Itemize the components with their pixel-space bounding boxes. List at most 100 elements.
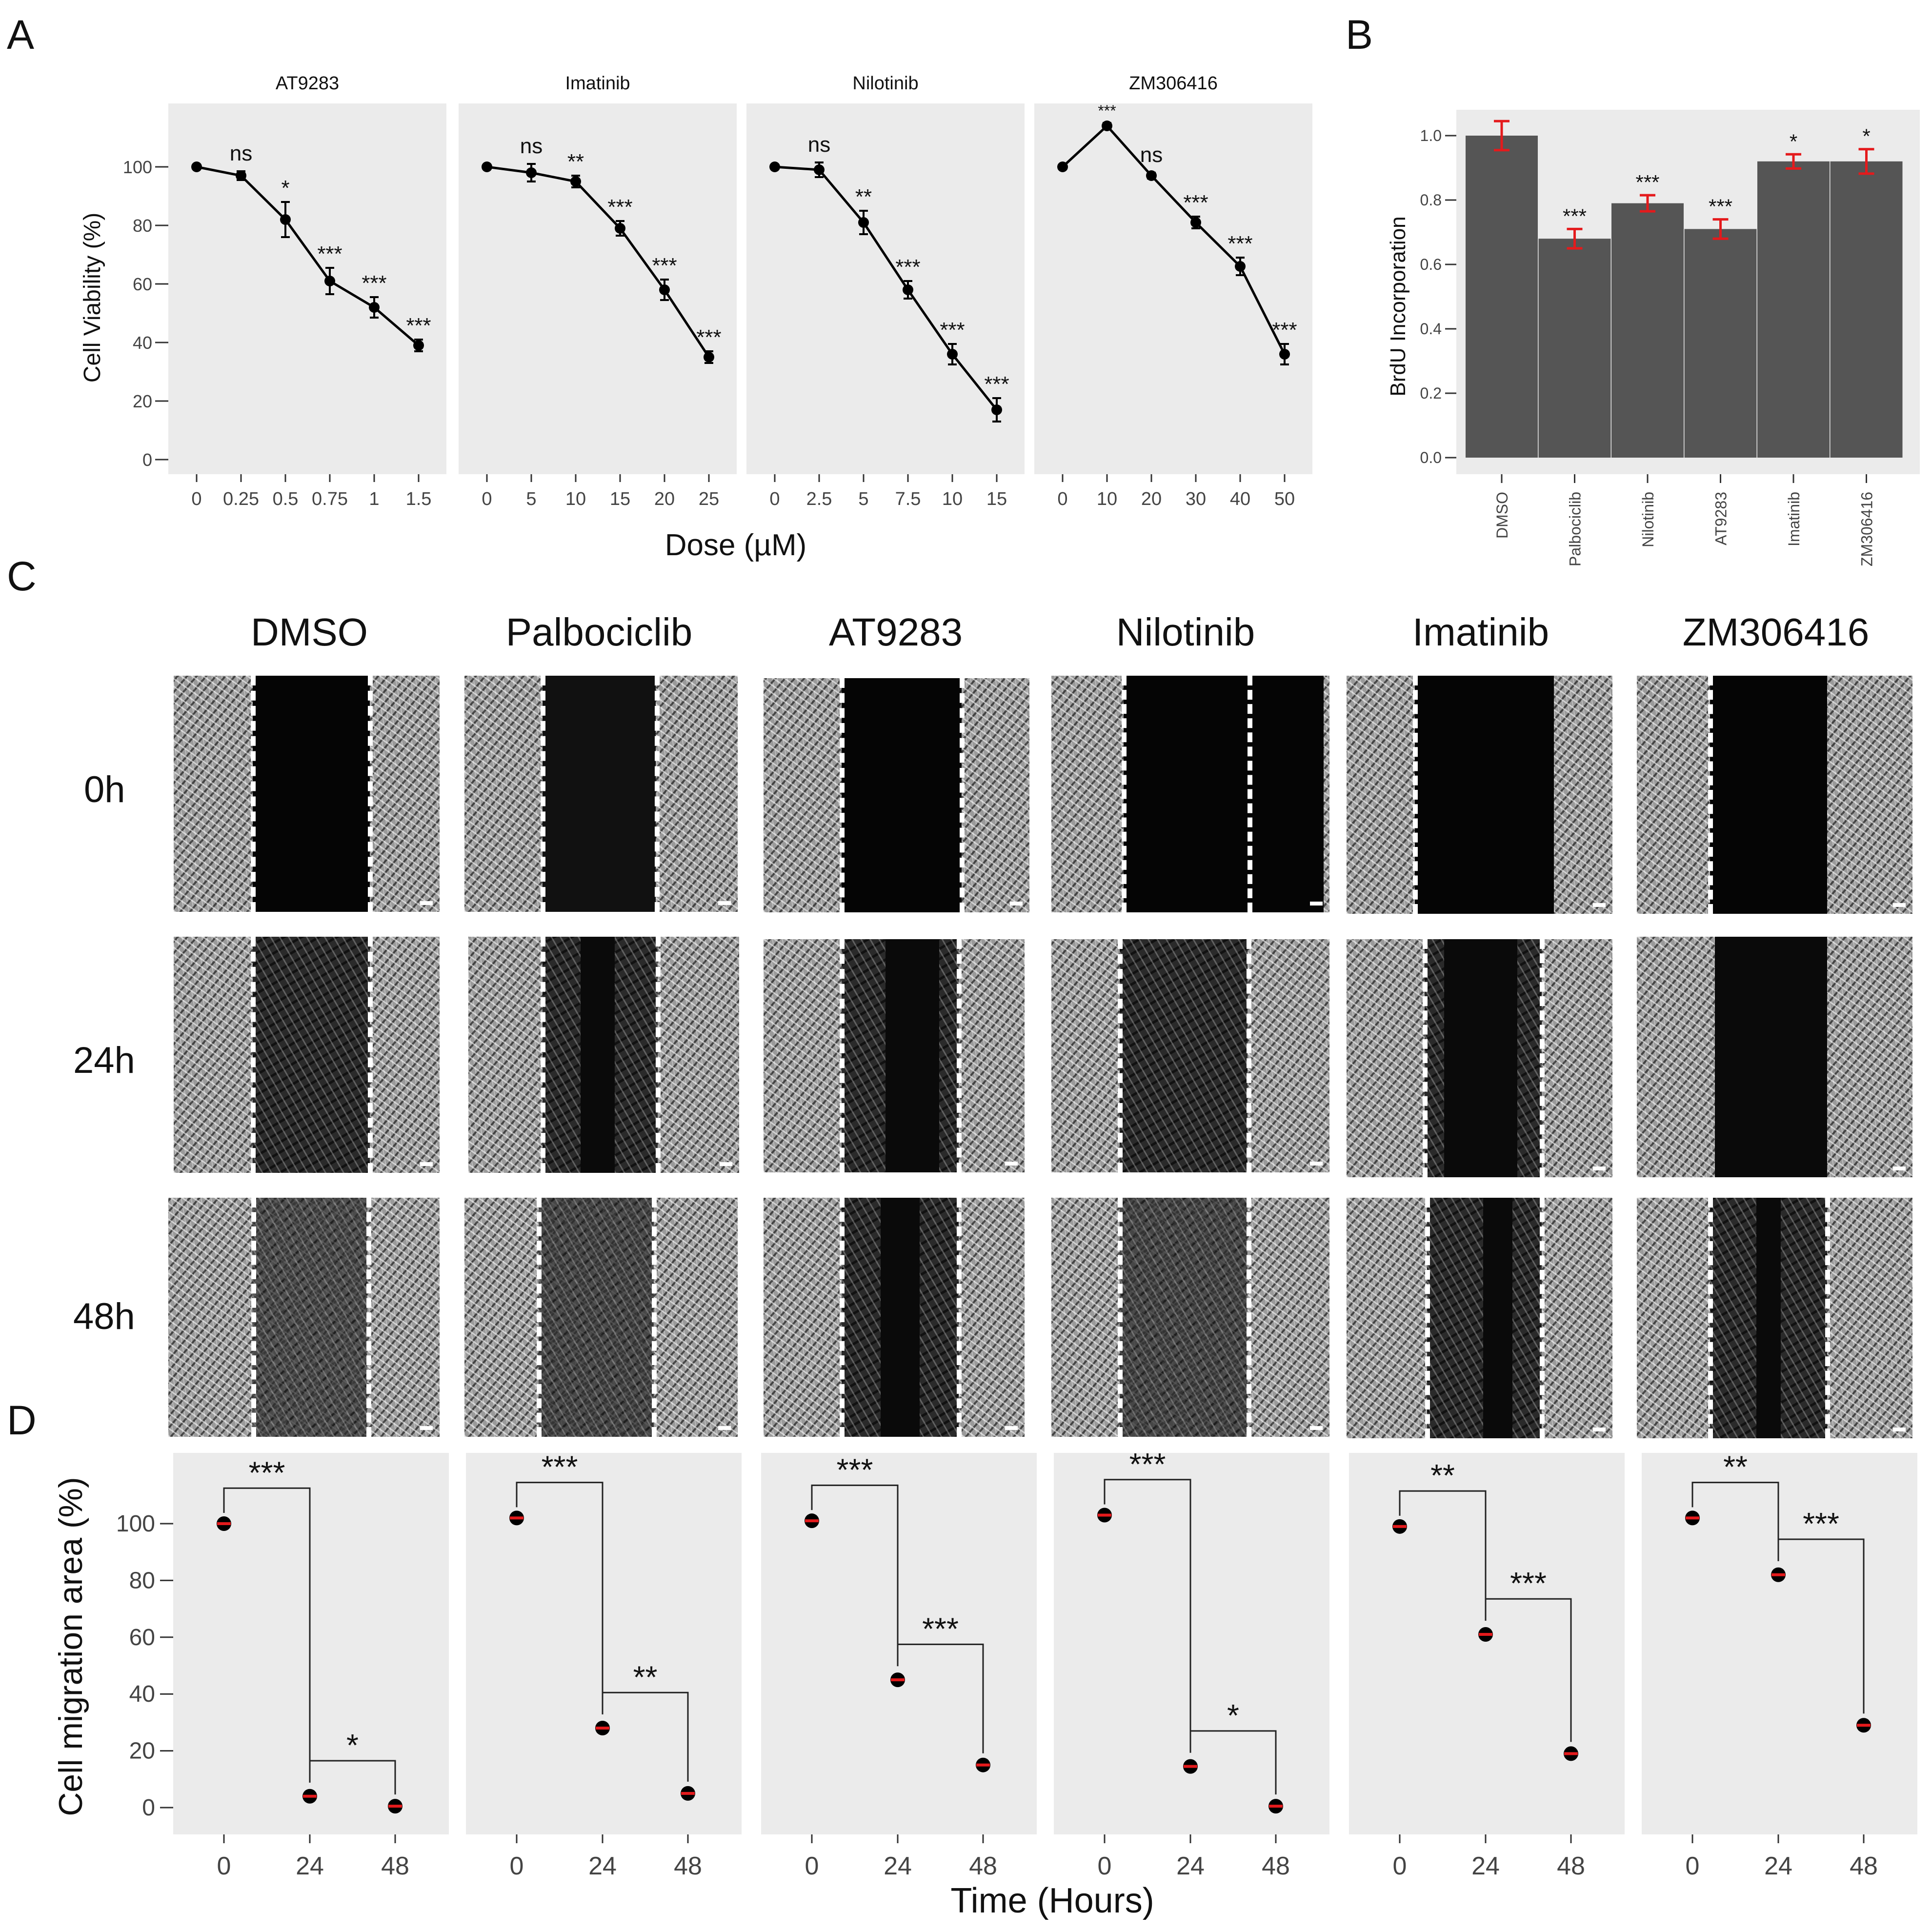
panel-b-ylabel: BrdU Incorporation <box>1386 216 1410 396</box>
panel-d-ytick-label: 0 <box>142 1795 155 1821</box>
panel-a-xtick-label: 50 <box>1274 489 1295 509</box>
panel-a-xtick-label: 15 <box>610 489 630 509</box>
panel-d-migration-chart: Cell migration area (%) Time (Hours) 0 20… <box>52 1447 1917 1920</box>
panel-b-xtick-label: Palbociclib <box>1567 492 1584 566</box>
panel-d-mean-marker <box>388 1805 402 1808</box>
panel-b-xtick-label: Imatinib <box>1785 492 1803 546</box>
panel-a-data-point <box>704 352 714 362</box>
panel-b-bar <box>1466 136 1538 458</box>
panel-a-data-point <box>1102 121 1112 131</box>
panel-a-data-point <box>1279 349 1290 360</box>
panel-a-xtick-label: 10 <box>565 489 586 509</box>
panel-d-xtick-label: 24 <box>884 1852 912 1880</box>
panel-a-significance-label: *** <box>406 314 431 338</box>
panel-d-facet: *****0 24 48 <box>1642 1449 1917 1880</box>
panel-d-facet-background <box>1642 1453 1917 1834</box>
panel-d-bracket <box>1399 1490 1487 1621</box>
panel-d-significance-label: *** <box>249 1455 285 1490</box>
panel-d-mean-marker <box>805 1519 819 1523</box>
panel-a-facet: ZM306416 0 *** 10 ns 20 *** 30 *** 40 *** 50 <box>1034 73 1312 509</box>
panel-d-ylabel: Cell migration area (%) <box>52 1477 89 1816</box>
panel-d-mean-marker <box>510 1516 523 1520</box>
panel-a-data-point <box>659 284 670 295</box>
panel-d-xtick-label: 0 <box>217 1852 231 1880</box>
panel-label-c: C <box>7 553 37 599</box>
panel-d-facet: ****0 24 48 <box>1054 1447 1329 1880</box>
panel-d-significance-label: ** <box>1723 1449 1748 1485</box>
panel-d-xtick-label: 48 <box>674 1852 702 1880</box>
panel-label-a: A <box>7 12 34 58</box>
panel-a-significance-label: ns <box>230 141 252 165</box>
panel-d-facet: ****0 24 48 <box>173 1453 449 1880</box>
panel-a-facet-title: Nilotinib <box>852 73 918 94</box>
panel-a-ytick-label: 20 <box>133 391 152 411</box>
panel-a-data-point <box>903 284 913 295</box>
panel-d-xtick-label: 48 <box>381 1852 409 1880</box>
panel-d-significance-label: * <box>1227 1698 1239 1733</box>
panel-a-significance-label: *** <box>895 255 920 279</box>
panel-a-facet-background <box>459 103 737 474</box>
panel-d-xtick-label: 24 <box>1176 1852 1205 1880</box>
panel-a-xtick-label: 2.5 <box>806 489 832 509</box>
panel-a-viability-chart: Cell Viability (%) Dose (µM) 02040608010… <box>80 73 1312 562</box>
panel-a-significance-label: *** <box>1098 102 1116 120</box>
panel-d-ytick-label: 80 <box>129 1568 155 1593</box>
panel-d-bracket <box>602 1691 689 1782</box>
panel-a-series-line <box>774 165 998 411</box>
panel-b-significance-label: *** <box>1563 204 1587 227</box>
panel-d-mean-marker <box>217 1522 231 1525</box>
panel-d-xtick-label: 24 <box>1764 1852 1792 1880</box>
panel-d-mean-marker <box>891 1678 905 1682</box>
panel-d-bracket <box>897 1643 984 1753</box>
panel-a-xtick-label: 30 <box>1186 489 1206 509</box>
panel-d-mean-marker <box>1184 1765 1197 1768</box>
panel-d-facet: *****0 24 48 <box>466 1449 742 1880</box>
panel-a-xtick-label: 1.5 <box>406 489 432 509</box>
panel-a-ytick-label: 40 <box>133 333 152 353</box>
panel-a-data-point <box>570 176 581 187</box>
panel-a-xtick-label: 20 <box>1141 489 1162 509</box>
panel-d-mean-marker <box>1098 1513 1111 1517</box>
panel-a-significance-label: *** <box>1183 191 1208 215</box>
panel-a-xtick-label: 0.5 <box>273 489 299 509</box>
panel-b-xtick-label: DMSO <box>1493 492 1511 539</box>
panel-a-significance-label: *** <box>317 242 342 266</box>
panel-d-xtick-label: 48 <box>1850 1852 1878 1880</box>
panel-a-xtick-label: 5 <box>858 489 868 509</box>
panel-d-xtick-label: 48 <box>1557 1852 1585 1880</box>
panel-d-ytick-label: 20 <box>129 1738 155 1764</box>
panel-d-significance-label: *** <box>1129 1447 1166 1482</box>
panel-d-xtick-label: 48 <box>969 1852 997 1880</box>
panel-label-d: D <box>7 1397 37 1443</box>
panel-a-xtick-label: 0.25 <box>223 489 259 509</box>
panel-a-xtick-label: 1 <box>369 489 379 509</box>
panel-a-significance-label: * <box>281 176 289 200</box>
panel-d-xtick-label: 0 <box>1098 1852 1112 1880</box>
panel-a-facet: AT9283 0 ns 0.25 * 0.5 *** 0.75 *** 1 *** 1.5 <box>168 73 446 509</box>
panel-b-significance-label: *** <box>1635 171 1659 194</box>
panel-d-xtick-label: 0 <box>510 1852 524 1880</box>
panel-a-data-point <box>280 214 291 225</box>
panel-a-significance-label: ns <box>520 134 543 158</box>
panel-d-bracket <box>1189 1730 1277 1795</box>
panel-d-facet-background <box>466 1453 742 1834</box>
panel-d-bracket <box>223 1487 311 1783</box>
panel-d-xlabel: Time (Hours) <box>950 1881 1154 1920</box>
panel-a-xtick-label: 0 <box>191 489 201 509</box>
panel-a-data-point <box>814 164 825 175</box>
panel-b-significance-label: * <box>1862 125 1870 148</box>
panel-a-ytick-label: 60 <box>133 274 152 294</box>
panel-d-significance-label: ** <box>633 1659 658 1694</box>
panel-a-facet: Imatinib 0 ns 5 ** 10 *** 15 *** 20 *** 25 <box>459 73 737 509</box>
panel-a-xlabel: Dose (µM) <box>665 528 807 562</box>
panel-d-xtick-label: 24 <box>1471 1852 1500 1880</box>
panel-d-ytick-label: 100 <box>116 1511 155 1537</box>
panel-d-bracket <box>1691 1482 1779 1561</box>
panel-a-data-point <box>191 161 202 172</box>
panel-d-significance-label: * <box>346 1728 359 1763</box>
panel-a-facet: Nilotinib 0 ns 2.5 ** 5 *** 7.5 *** 10 *** 15 <box>746 73 1025 509</box>
panel-a-significance-label: *** <box>984 372 1009 396</box>
panel-b-ytick-label: 0.0 <box>1420 449 1442 466</box>
panel-a-xtick-label: 0 <box>1057 489 1067 509</box>
